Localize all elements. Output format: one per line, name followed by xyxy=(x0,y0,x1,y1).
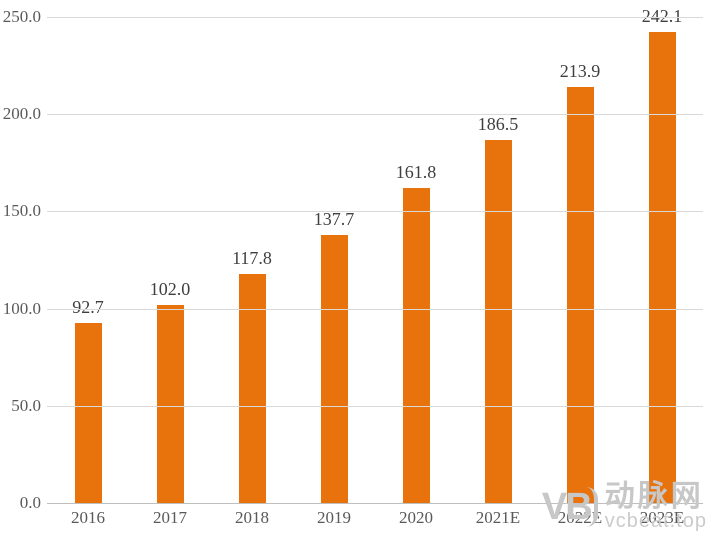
gridline xyxy=(47,405,703,407)
x-tick-label: 2020 xyxy=(399,508,433,527)
bar-2022E xyxy=(566,87,594,503)
y-tick-label: 150.0 xyxy=(2,201,41,221)
bar-slot: 242.1 xyxy=(621,6,703,503)
bar-value-label: 137.7 xyxy=(313,209,355,230)
gridline xyxy=(47,17,703,18)
y-axis: 250.0 200.0 150.0 100.0 50.0 0.0 xyxy=(0,8,41,512)
x-tick-label: 2018 xyxy=(235,508,269,527)
bar-slot: 186.5 xyxy=(457,17,539,503)
x-tick-label: 2023E xyxy=(639,508,685,527)
plot-area: 92.7 102.0 117.8 137.7 161.8 186.5 213.9 242.1 xyxy=(47,6,703,504)
y-tick-label: 0.0 xyxy=(19,493,41,512)
bar-value-label: 161.8 xyxy=(395,162,437,183)
bar-2017 xyxy=(156,304,184,503)
bar-value-label: 102.0 xyxy=(149,278,191,299)
bar-2020 xyxy=(402,188,430,503)
bar-value-label: 92.7 xyxy=(72,296,104,317)
bar-value-label: 186.5 xyxy=(477,114,519,135)
y-tick-label: 200.0 xyxy=(2,104,41,124)
x-tick-label: 2021E xyxy=(475,508,521,527)
y-tick-label: 50.0 xyxy=(11,395,41,415)
bar-2018 xyxy=(238,274,266,503)
x-axis-line xyxy=(47,503,703,504)
x-tick-label: 2022E xyxy=(557,508,603,527)
gridline xyxy=(47,211,703,213)
x-tick-label: 2019 xyxy=(317,508,351,527)
gridline xyxy=(47,114,703,116)
y-tick-label: 100.0 xyxy=(2,298,41,318)
bar-slot: 161.8 xyxy=(375,17,457,503)
x-axis: 2016 2017 2018 2019 2020 2021E 2022E 2023E xyxy=(47,508,703,527)
bar-slot: 117.8 xyxy=(211,17,293,503)
bar-value-label: 117.8 xyxy=(232,248,272,268)
bar-slot: 92.7 xyxy=(47,17,129,503)
bars-row: 92.7 102.0 117.8 137.7 161.8 186.5 213.9 242.1 xyxy=(47,6,703,503)
bar-slot: 137.7 xyxy=(293,17,375,503)
bar-slot: 102.0 xyxy=(129,17,211,503)
bar-value-label: 213.9 xyxy=(559,61,601,82)
bar-2016 xyxy=(74,322,102,503)
x-tick-label: 2016 xyxy=(71,508,105,527)
x-tick-label: 2017 xyxy=(153,508,187,527)
bar-2023E xyxy=(648,32,676,503)
bar-2019 xyxy=(320,235,348,503)
bar-value-label: 242.1 xyxy=(641,6,683,27)
bar-slot: 213.9 xyxy=(539,17,621,503)
y-tick-label: 250.0 xyxy=(2,7,41,26)
bar-2021E xyxy=(484,140,512,503)
gridline xyxy=(47,308,703,310)
